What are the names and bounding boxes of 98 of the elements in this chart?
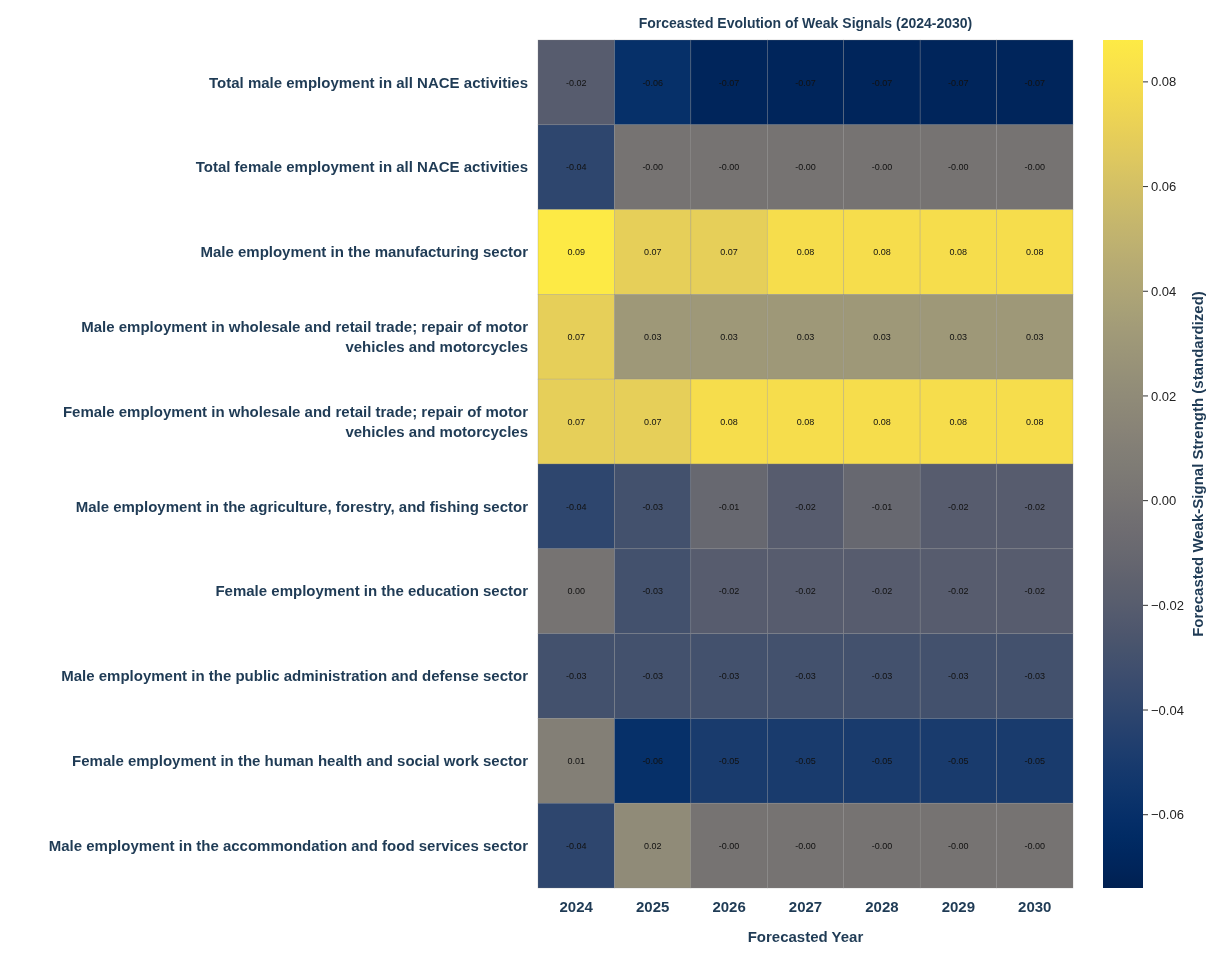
y-tick-label: Male employment in the accommondation and food services sector bbox=[48, 836, 529, 854]
y-tick-label: Total male employment in all NACE activities bbox=[209, 73, 528, 91]
data-label: -0.02 bbox=[871, 586, 893, 597]
data-label: -0.00 bbox=[948, 162, 969, 173]
data-label: -0.03 bbox=[642, 586, 663, 597]
x-tick-label: 2026 bbox=[712, 898, 746, 915]
data-label: -0.00 bbox=[1024, 162, 1046, 173]
y-tick-label: Male employment in the public administration and defense sector bbox=[61, 667, 529, 685]
data-label: 0.07 bbox=[643, 416, 662, 427]
data-label: -0.03 bbox=[1024, 671, 1046, 682]
data-label: -0.07 bbox=[948, 77, 969, 88]
x-tick-label: 2027 bbox=[788, 898, 823, 915]
data-label: 0.03 bbox=[873, 331, 891, 342]
data-label: -0.00 bbox=[871, 840, 893, 851]
data-label: 0.07 bbox=[567, 416, 585, 427]
data-label: -0.03 bbox=[718, 671, 740, 682]
data-label: -0.02 bbox=[565, 77, 587, 88]
data-label: 0.08 bbox=[720, 416, 738, 427]
data-label: 0.08 bbox=[949, 247, 968, 258]
data-label: -0.02 bbox=[948, 586, 969, 597]
x-tick-label: 2029 bbox=[941, 898, 976, 915]
data-label: 0.03 bbox=[720, 331, 738, 342]
data-label: -0.07 bbox=[1024, 77, 1046, 88]
data-label: -0.06 bbox=[642, 77, 663, 88]
data-label: 0.08 bbox=[949, 416, 968, 427]
data-label: 0.07 bbox=[720, 247, 738, 258]
data-label: 0.03 bbox=[949, 331, 968, 342]
x-tick-label: 2028 bbox=[865, 898, 899, 915]
data-label: 0.07 bbox=[643, 247, 662, 258]
y-tick-label: Male employment in the manufacturing sector bbox=[200, 243, 529, 261]
data-label: -0.03 bbox=[565, 671, 587, 682]
y-tick-label: Male employment in wholesale and retail trade; repair of motor vehicles and motorcycles bbox=[81, 318, 529, 356]
data-label: 0.03 bbox=[643, 331, 662, 342]
y-tick-label: Female employment in wholesale and retail trade; repair of motor vehicles and motorcycles bbox=[62, 402, 529, 440]
color-bar-label: 0.00 bbox=[1151, 493, 1177, 509]
data-label: -0.00 bbox=[948, 840, 969, 851]
data-label: 0.08 bbox=[1026, 416, 1044, 427]
data-label: -0.03 bbox=[642, 501, 663, 512]
x-tick-label: 2025 bbox=[635, 898, 670, 915]
color-bar-label: 0.06 bbox=[1151, 179, 1177, 195]
x-tick-label: 2030 bbox=[1018, 898, 1052, 915]
data-label: 0.07 bbox=[567, 331, 585, 342]
data-label: 0.08 bbox=[796, 247, 815, 258]
color-bar-label: −0.02 bbox=[1151, 597, 1184, 613]
x-tick-label: 2024 bbox=[559, 898, 594, 915]
data-label: -0.07 bbox=[871, 77, 893, 88]
x-axis-title: Forecasted Year bbox=[747, 928, 864, 945]
data-label: 0.03 bbox=[796, 331, 815, 342]
data-label: -0.05 bbox=[1024, 755, 1046, 766]
data-label: -0.03 bbox=[948, 671, 969, 682]
data-label: -0.02 bbox=[1024, 586, 1046, 597]
data-label: -0.03 bbox=[871, 671, 893, 682]
data-label: -0.05 bbox=[948, 755, 969, 766]
data-label: 0.01 bbox=[567, 755, 585, 766]
color-bar-label: 0.08 bbox=[1151, 74, 1177, 90]
data-label: -0.00 bbox=[871, 162, 893, 173]
data-label: -0.02 bbox=[1024, 501, 1046, 512]
data-label: -0.03 bbox=[795, 671, 816, 682]
data-label: -0.00 bbox=[795, 840, 816, 851]
data-label: -0.02 bbox=[718, 586, 740, 597]
data-label: -0.00 bbox=[795, 162, 816, 173]
data-label: -0.07 bbox=[795, 77, 816, 88]
y-tick-label: Female employment in the education sector bbox=[215, 582, 529, 600]
data-label: -0.01 bbox=[718, 501, 740, 512]
data-label: -0.00 bbox=[718, 840, 740, 851]
data-label: -0.07 bbox=[718, 77, 740, 88]
y-tick-label: Male employment in the agriculture, forestry, and fishing sector bbox=[75, 497, 529, 515]
color-bar-label: 0.04 bbox=[1151, 283, 1177, 299]
y-tick-label: Female employment in the human health and social work sector bbox=[72, 752, 529, 770]
data-label: -0.05 bbox=[718, 755, 740, 766]
data-label: -0.02 bbox=[948, 501, 969, 512]
data-label: -0.00 bbox=[642, 162, 663, 173]
data-label: -0.05 bbox=[795, 755, 816, 766]
color-bar-label: 0.02 bbox=[1151, 388, 1177, 404]
data-label: -0.04 bbox=[565, 162, 587, 173]
color-bar-title: Forecasted Weak-Signal Strength (standardized) bbox=[1189, 291, 1206, 637]
data-label: -0.00 bbox=[718, 162, 740, 173]
data-label: -0.02 bbox=[795, 586, 816, 597]
data-label: -0.04 bbox=[565, 501, 587, 512]
data-label: -0.04 bbox=[565, 840, 587, 851]
color-bar-label: −0.06 bbox=[1151, 807, 1184, 823]
data-label: 0.08 bbox=[873, 247, 891, 258]
data-label: 0.03 bbox=[1026, 331, 1044, 342]
data-label: 0.02 bbox=[643, 840, 662, 851]
data-label: -0.00 bbox=[1024, 840, 1046, 851]
data-label: -0.05 bbox=[871, 755, 893, 766]
chart-title: Forceasted Evolution of Weak Signals (2024-2030) bbox=[638, 15, 973, 31]
y-tick-label: Total female employment in all NACE activities bbox=[195, 158, 528, 176]
data-label: 0.08 bbox=[796, 416, 815, 427]
data-label: 0.08 bbox=[873, 416, 891, 427]
color-bar-label: −0.04 bbox=[1151, 702, 1184, 718]
data-label: 0.08 bbox=[1026, 247, 1044, 258]
data-label: -0.06 bbox=[642, 755, 663, 766]
data-label: 0.09 bbox=[567, 247, 585, 258]
data-label: -0.02 bbox=[795, 501, 816, 512]
data-label: -0.03 bbox=[642, 671, 663, 682]
data-label: -0.01 bbox=[871, 501, 893, 512]
data-label: 0.00 bbox=[567, 586, 585, 597]
